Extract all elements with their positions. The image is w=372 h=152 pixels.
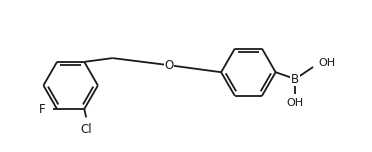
Text: B: B xyxy=(291,73,299,86)
Text: O: O xyxy=(164,59,173,72)
Text: OH: OH xyxy=(287,98,304,108)
Text: OH: OH xyxy=(319,58,336,68)
Text: Cl: Cl xyxy=(80,123,92,136)
Text: F: F xyxy=(39,103,46,116)
